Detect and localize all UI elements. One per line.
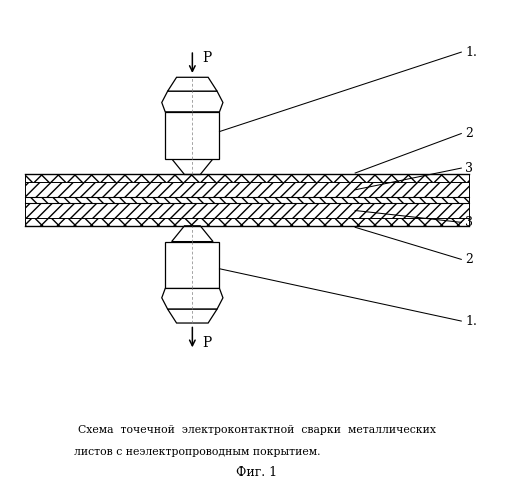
Text: 1.: 1. [465, 314, 477, 327]
Text: Фиг. 1: Фиг. 1 [236, 466, 277, 479]
Text: 2: 2 [465, 253, 473, 266]
Polygon shape [168, 77, 217, 91]
Text: 2: 2 [465, 127, 473, 140]
Bar [25, 197, 469, 203]
Text: P: P [202, 50, 211, 64]
Text: 3: 3 [465, 216, 473, 229]
Bar [25, 218, 469, 226]
Text: Схема  точечной  электроконтактной  сварки  металлических: Схема точечной электроконтактной сварки … [77, 425, 436, 435]
Text: 1.: 1. [465, 45, 477, 58]
Bar [165, 242, 220, 288]
Bar [25, 203, 469, 218]
Text: листов с неэлектропроводным покрытием.: листов с неэлектропроводным покрытием. [74, 447, 321, 457]
Text: 3: 3 [465, 162, 473, 175]
Polygon shape [172, 159, 213, 175]
Polygon shape [162, 91, 223, 112]
Bar [165, 112, 220, 159]
Bar [25, 183, 469, 197]
Text: P: P [202, 336, 211, 350]
Polygon shape [172, 226, 213, 242]
Polygon shape [162, 288, 223, 309]
Polygon shape [168, 309, 217, 323]
Bar [25, 175, 469, 183]
